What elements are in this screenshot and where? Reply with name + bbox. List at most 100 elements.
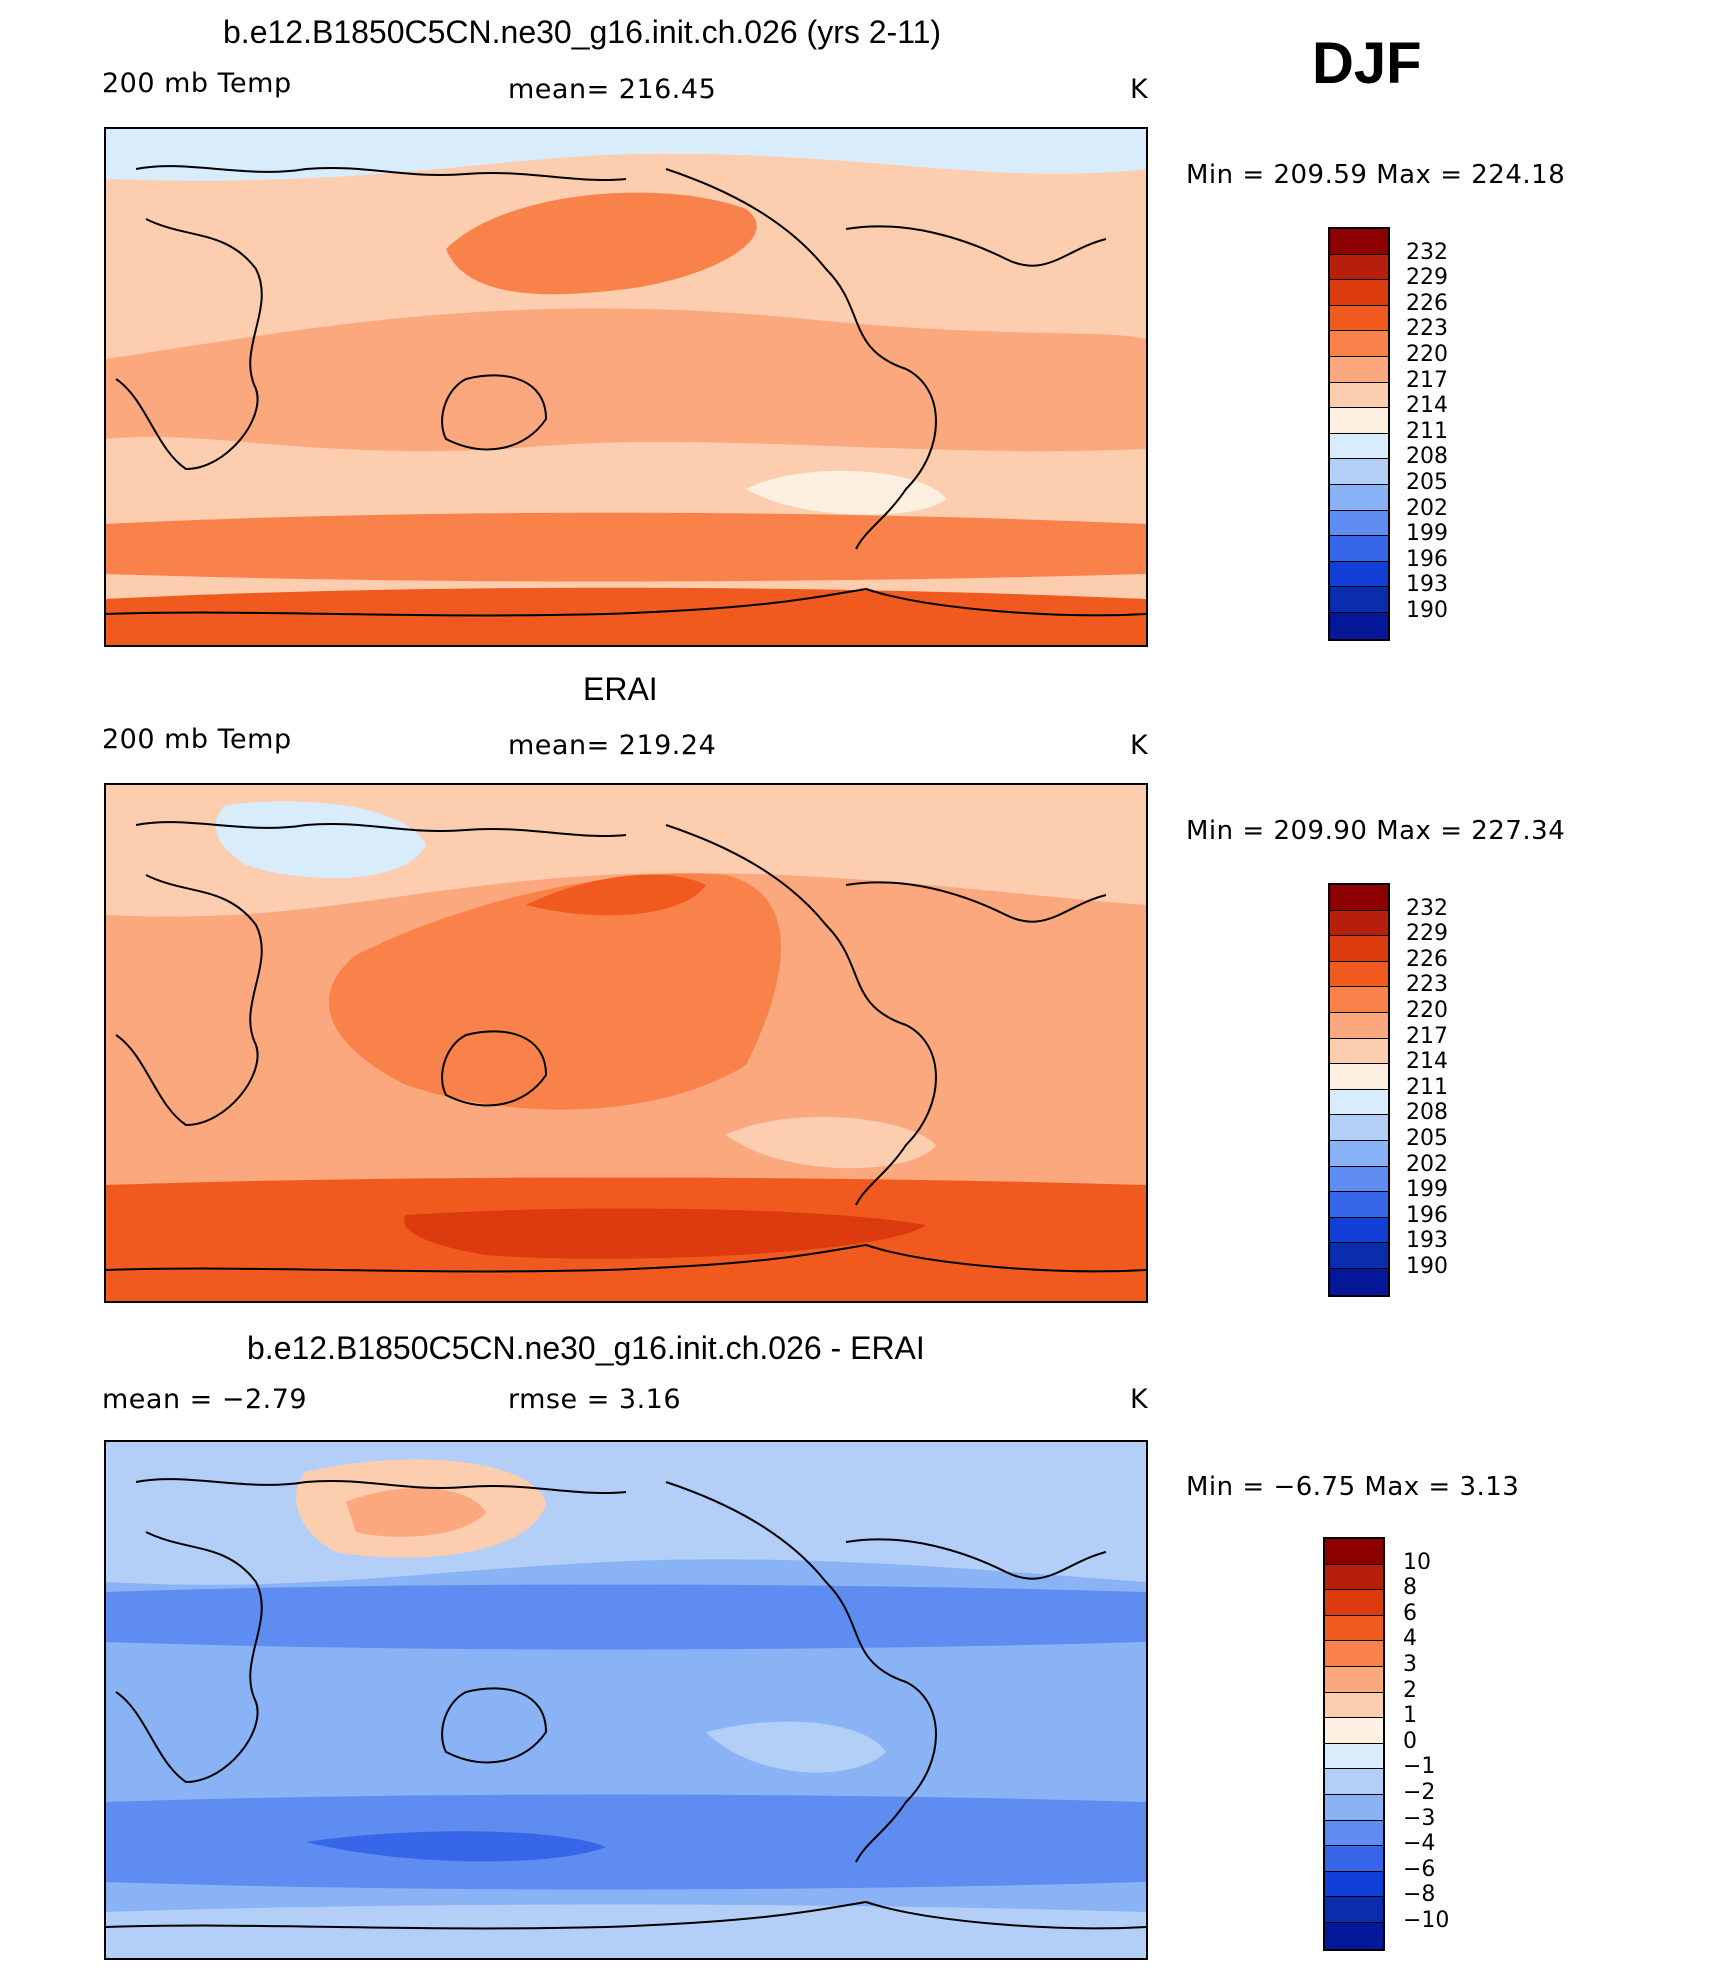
colorbar-tick-label: −3 [1403,1805,1436,1831]
colorbar-swatch [1330,382,1388,409]
panel-1-colorbar [1328,227,1390,641]
colorbar-swatch [1330,1012,1388,1039]
colorbar-tick-label: 211 [1406,1074,1448,1100]
colorbar-tick-label: 217 [1406,1023,1448,1049]
colorbar-tick-label: 229 [1406,921,1448,947]
season-label: DJF [1312,31,1422,96]
colorbar-swatch [1330,987,1388,1013]
panel-3-field-southern-belt [106,1794,1146,1890]
colorbar-tick-label: −6 [1403,1856,1436,1882]
panel-1-coastlines [106,165,1146,617]
panel-2-title: ERAI [583,671,658,707]
colorbar-tick-label: 205 [1406,1126,1448,1151]
colorbar-swatch [1325,1769,1383,1795]
panel-1-minmax: Min = 209.59 Max = 224.18 [1186,160,1566,190]
colorbar-swatch [1330,961,1388,988]
panel-3-field-south-pacific [706,1721,886,1773]
panel-2-minmax: Min = 209.90 Max = 227.34 [1186,816,1566,846]
panel-3-map [104,1440,1148,1960]
panel-3-field-siberia-core [346,1488,486,1537]
panel-1-map-field [106,129,1146,645]
colorbar-swatch [1330,1064,1388,1090]
colorbar-swatch [1325,1871,1383,1898]
colorbar-swatch [1330,561,1388,588]
colorbar-swatch [1325,1743,1383,1770]
panel-2-field-siberia [215,801,426,879]
panel-3-title: b.e12.B1850C5CN.ne30_g16.init.ch.026 - E… [247,1330,925,1366]
colorbar-swatch [1330,1115,1388,1141]
colorbar-swatch [1330,536,1388,562]
colorbar-swatch [1325,1590,1383,1616]
panel-1-field-pacific-warm [446,192,757,295]
colorbar-tick-label: 232 [1406,895,1448,921]
colorbar-tick-label: 0 [1403,1728,1417,1754]
colorbar-tick-label: 214 [1406,1049,1448,1075]
panel-2-field-antarctic-warm [404,1208,926,1259]
panel-1-units: K [1130,74,1149,105]
colorbar-swatch [1330,305,1388,332]
panel-3-field-antarctic [106,1904,1146,1958]
colorbar-tick-label: −4 [1403,1831,1436,1857]
colorbar-tick-label: −1 [1403,1754,1436,1780]
colorbar-tick-label: 211 [1406,418,1448,444]
panel-1-field-antarctic-warm [106,587,1146,645]
panel-3-rmse-label: rmse = 3.16 [508,1384,682,1415]
colorbar-tick-label: 226 [1406,946,1448,972]
colorbar-swatch [1330,885,1388,911]
panel-2-map [104,783,1148,1303]
colorbar-tick-label: 220 [1406,998,1448,1023]
panel-2-field-south-pacific-cool [726,1116,936,1169]
colorbar-tick-label: 8 [1403,1575,1417,1601]
colorbar-swatch [1325,1564,1383,1591]
panel-3-units: K [1130,1384,1149,1415]
colorbar-tick-label: 199 [1406,521,1448,547]
colorbar-tick-label: −8 [1403,1882,1436,1908]
panel-3-map-field [106,1442,1146,1958]
colorbar-tick-label: 190 [1406,598,1448,623]
panel-2-colorbar [1328,883,1390,1297]
colorbar-swatch [1325,1820,1383,1847]
colorbar-tick-label: 6 [1403,1600,1417,1626]
colorbar-tick-label: 2 [1403,1677,1417,1703]
panel-1-field-tropics [106,308,1146,452]
colorbar-tick-label: 223 [1406,972,1448,998]
colorbar-swatch [1325,1897,1383,1923]
colorbar-tick-label: 202 [1406,495,1448,521]
colorbar-swatch [1325,1615,1383,1642]
colorbar-swatch [1330,484,1388,511]
colorbar-swatch [1325,1641,1383,1667]
colorbar-swatch [1330,459,1388,485]
colorbar-tick-label: 205 [1406,470,1448,495]
colorbar-swatch [1330,510,1388,537]
colorbar-tick-label: −2 [1403,1780,1436,1805]
panel-1-mean-label: mean= 216.45 [508,74,717,105]
colorbar-swatch [1325,1666,1383,1693]
colorbar-tick-label: 4 [1403,1626,1417,1652]
colorbar-swatch [1330,331,1388,357]
colorbar-swatch [1330,612,1388,639]
panel-2-field-pacific [328,873,781,1110]
panel-2-map-field [106,785,1146,1301]
colorbar-swatch [1330,910,1388,937]
colorbar-swatch [1330,356,1388,383]
colorbar-tick-label: 199 [1406,1177,1448,1203]
panel-3-field-southern-core [306,1831,606,1862]
colorbar-tick-label: 232 [1406,239,1448,265]
colorbar-tick-label: 208 [1406,444,1448,470]
colorbar-swatch [1325,1539,1383,1565]
colorbar-tick-label: 196 [1406,546,1448,572]
colorbar-tick-label: 193 [1406,1228,1448,1254]
colorbar-swatch [1330,280,1388,306]
colorbar-swatch [1330,1243,1388,1269]
colorbar-swatch [1325,1718,1383,1744]
panel-2-units: K [1130,730,1149,761]
colorbar-tick-label: 196 [1406,1202,1448,1228]
panel-2-mean-label: mean= 219.24 [508,730,717,761]
colorbar-tick-label: 208 [1406,1100,1448,1126]
panel-2-variable-label: 200 mb Temp [102,724,292,755]
colorbar-tick-label: −10 [1403,1908,1450,1933]
colorbar-tick-label: 226 [1406,290,1448,316]
colorbar-swatch [1325,1692,1383,1719]
colorbar-swatch [1330,936,1388,962]
panel-3-field-subtropics [106,1584,1146,1650]
